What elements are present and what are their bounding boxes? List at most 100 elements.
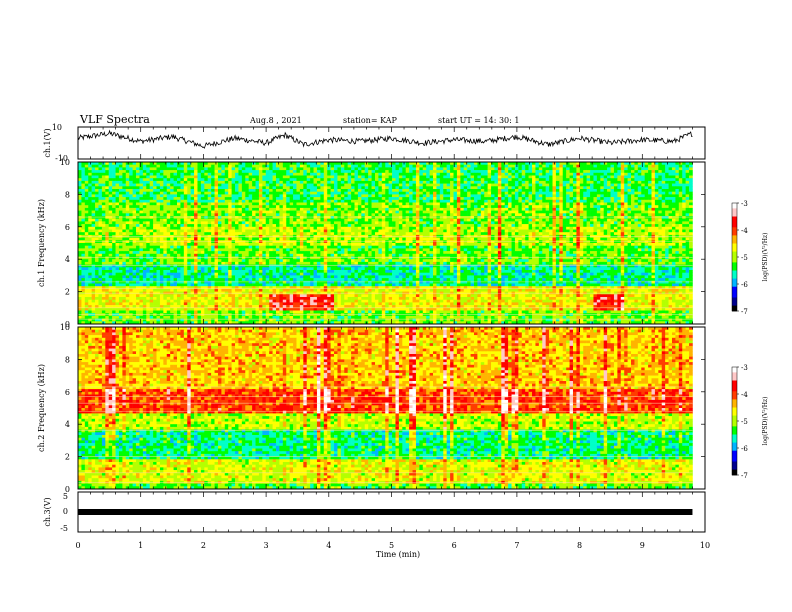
spectrogram-cell <box>426 226 430 230</box>
spectrogram-cell <box>228 232 232 236</box>
spectrogram-cell <box>197 199 202 203</box>
spectrogram-cell <box>334 224 338 228</box>
spectrogram-cell <box>501 172 505 176</box>
spectrogram-cell <box>661 226 666 230</box>
spectrogram-cell <box>258 164 263 168</box>
spectrogram-cell <box>637 199 642 203</box>
spectrogram-cell <box>545 218 550 222</box>
spectrogram-cell <box>316 210 321 214</box>
spectrogram-cell <box>170 216 174 219</box>
spectrogram-cell <box>118 226 123 230</box>
spectrogram-cell <box>357 218 362 222</box>
spectrogram-cell <box>132 194 137 198</box>
spectrogram-cell <box>364 199 369 203</box>
spectrogram-cell <box>310 189 314 192</box>
spectrogram-cell <box>562 172 567 176</box>
spectrogram-cell <box>422 199 427 203</box>
spectrogram-cell <box>125 205 130 209</box>
spectrogram-cell <box>289 221 294 225</box>
spectrogram-cell <box>214 175 219 179</box>
spectrogram-cell <box>671 180 676 184</box>
spectrogram-cell <box>129 194 133 198</box>
spectrogram-cell <box>583 202 587 206</box>
spectrogram-cell <box>549 170 553 174</box>
spectrogram-cell <box>180 189 185 192</box>
spectrogram-cell <box>682 232 686 236</box>
spectrogram-cell <box>661 216 666 219</box>
spectrogram-cell <box>187 172 191 176</box>
spectrogram-cell <box>590 210 594 214</box>
spectrogram-cell <box>255 191 260 195</box>
spectrogram-cell <box>78 162 82 165</box>
spectrogram-cell <box>426 213 430 217</box>
spectrogram-cell <box>627 164 632 168</box>
spectrogram-cell <box>289 183 294 187</box>
spectrogram-cell <box>194 199 198 203</box>
spectrogram-cell <box>293 175 297 179</box>
spectrogram-cell <box>334 216 338 219</box>
spectrogram-cell <box>480 205 485 209</box>
spectrogram-cell <box>665 172 669 176</box>
spectrogram-cell <box>528 162 533 165</box>
spectrogram-cell <box>347 210 352 214</box>
spectrogram-cell <box>327 229 331 233</box>
spectrogram-cell <box>620 162 625 165</box>
spectrogram-cell <box>665 189 669 192</box>
spectrogram-cell <box>313 167 318 171</box>
spectrogram-cell <box>552 183 557 187</box>
spectrogram-cell <box>634 178 639 182</box>
spectrogram-cell <box>88 167 92 171</box>
spectrogram-cell <box>125 194 130 198</box>
spectrogram-cell <box>334 197 338 201</box>
spectrogram-cell <box>429 164 434 168</box>
spectrogram-cell <box>279 197 284 201</box>
spectrogram-cell <box>204 229 209 233</box>
spectrogram-cell <box>224 167 229 171</box>
spectrogram-cell <box>78 216 82 219</box>
spectrogram-cell <box>166 213 171 217</box>
spectrogram-cell <box>538 207 543 211</box>
spectrogram-cell <box>194 186 198 190</box>
spectrogram-cell <box>487 183 492 187</box>
spectrogram-cell <box>361 178 366 182</box>
spectrogram-cell <box>446 183 451 187</box>
spectrogram-cell <box>293 180 297 184</box>
spectrogram-cell <box>180 180 185 184</box>
spectrogram-cell <box>658 210 663 214</box>
spectrogram-cell <box>197 197 202 201</box>
spectrogram-cell <box>187 167 191 171</box>
spectrogram-cell <box>279 183 284 187</box>
spectrogram-cell <box>207 213 212 217</box>
spectrogram-cell <box>651 224 656 228</box>
spectrogram-cell <box>371 213 376 217</box>
spectrogram-cell <box>385 189 389 192</box>
spectrogram-cell <box>572 189 577 192</box>
spectrogram-cell <box>463 164 468 168</box>
spectrogram-cell <box>194 218 198 222</box>
spectrogram-cell <box>122 172 127 176</box>
spectrogram-cell <box>129 210 133 214</box>
spectrogram-cell <box>153 232 157 236</box>
spectrogram-cell <box>224 175 229 179</box>
spectrogram-cell <box>583 232 587 236</box>
spectrogram-cell <box>682 202 686 206</box>
spectrogram-cell <box>648 183 652 187</box>
spectrogram-cell <box>648 218 652 222</box>
spectrogram-cell <box>511 221 516 225</box>
spectrogram-cell <box>467 205 471 209</box>
spectrogram-cell <box>344 183 348 187</box>
spectrogram-cell <box>296 218 301 222</box>
spectrogram-cell <box>528 194 533 198</box>
spectrogram-cell <box>409 226 413 230</box>
spectrogram-cell <box>648 199 652 203</box>
spectrogram-cell <box>613 213 618 217</box>
spectrogram-cell <box>316 162 321 165</box>
spectrogram-cell <box>207 210 212 214</box>
spectrogram-cell <box>617 210 622 214</box>
spectrogram-cell <box>91 207 96 211</box>
spectrogram-cell <box>572 213 577 217</box>
spectrogram-cell <box>501 205 505 209</box>
spectrogram-cell <box>98 175 103 179</box>
spectrogram-cell <box>398 162 403 165</box>
spectrogram-cell <box>248 172 253 176</box>
